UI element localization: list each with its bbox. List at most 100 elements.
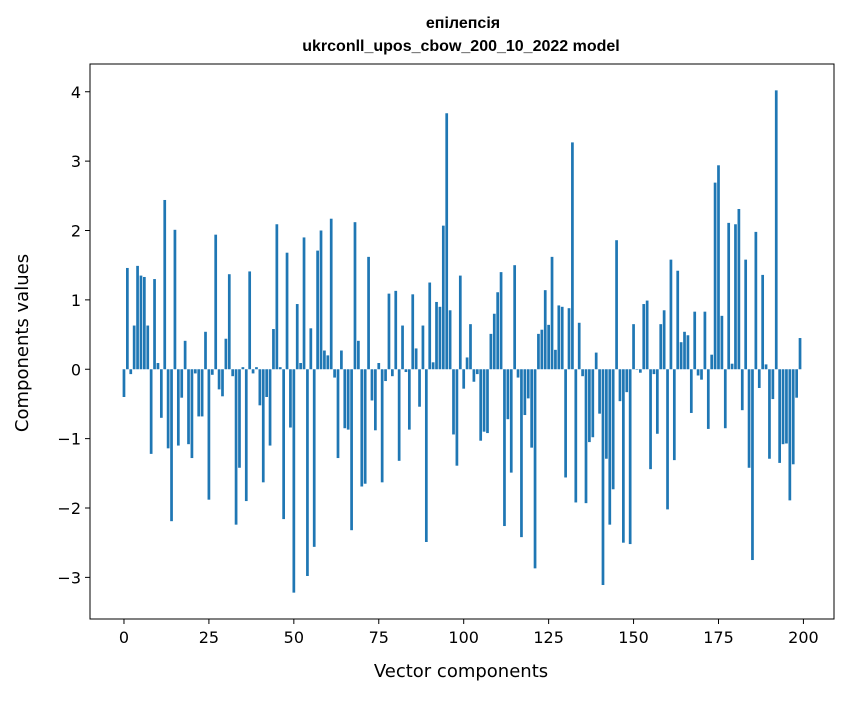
bar-10 xyxy=(156,363,160,370)
bar-199 xyxy=(798,338,802,370)
bar-159 xyxy=(662,310,666,370)
bar-98 xyxy=(455,369,459,466)
bar-42 xyxy=(265,369,269,397)
bar-182 xyxy=(740,369,744,411)
bar-179 xyxy=(730,363,734,370)
bar-41 xyxy=(261,369,265,483)
bar-70 xyxy=(360,369,364,487)
bar-112 xyxy=(503,369,506,527)
bar-84 xyxy=(407,369,411,430)
bar-63 xyxy=(336,369,340,459)
bar-7 xyxy=(146,325,150,370)
bar-134 xyxy=(577,322,581,370)
bar-127 xyxy=(554,349,557,370)
bar-96 xyxy=(448,310,452,370)
bar-4 xyxy=(136,265,139,370)
bar-23 xyxy=(200,369,204,417)
bar-57 xyxy=(316,250,319,370)
bar-138 xyxy=(591,369,595,438)
bar-73 xyxy=(370,369,374,401)
bar-25 xyxy=(207,369,211,500)
bar-44 xyxy=(272,329,275,370)
bar-120 xyxy=(530,369,534,448)
bar-65 xyxy=(343,369,347,429)
bar-58 xyxy=(319,230,323,370)
bar-164 xyxy=(679,342,683,370)
y-tick-label: −3 xyxy=(57,568,81,587)
bar-68 xyxy=(353,222,357,370)
bar-29 xyxy=(221,369,224,397)
bar-174 xyxy=(713,182,717,370)
bar-22 xyxy=(197,369,201,417)
y-tick-label: 3 xyxy=(71,152,81,171)
bar-0 xyxy=(122,369,126,397)
bar-8 xyxy=(149,369,153,454)
bar-145 xyxy=(615,240,618,370)
bar-148 xyxy=(625,369,629,393)
bar-91 xyxy=(431,362,435,370)
bar-40 xyxy=(258,369,262,406)
bar-186 xyxy=(754,231,758,370)
bar-72 xyxy=(367,256,370,370)
bar-12 xyxy=(163,199,167,370)
bar-74 xyxy=(374,369,377,431)
bar-61 xyxy=(329,218,333,370)
bar-77 xyxy=(384,369,387,382)
y-axis-ticks: −3 −2 −1 0 1 2 3 4 xyxy=(57,83,90,587)
bar-110 xyxy=(496,292,500,370)
bar-32 xyxy=(231,369,235,377)
bar-141 xyxy=(601,369,605,586)
bar-series xyxy=(122,90,802,593)
bar-82 xyxy=(401,325,404,370)
bar-93 xyxy=(438,306,442,370)
bar-6 xyxy=(142,276,146,370)
bar-34 xyxy=(238,369,241,468)
x-tick-label: 150 xyxy=(618,628,649,647)
y-tick-label: 4 xyxy=(71,83,81,102)
bar-136 xyxy=(584,369,588,504)
bar-105 xyxy=(479,369,483,441)
x-tick-label: 75 xyxy=(369,628,389,647)
bar-172 xyxy=(706,369,710,429)
bar-45 xyxy=(275,224,279,370)
bar-89 xyxy=(424,369,428,542)
x-tick-label: 100 xyxy=(448,628,479,647)
bar-59 xyxy=(323,350,326,370)
bar-130 xyxy=(564,369,567,478)
bar-137 xyxy=(588,369,591,443)
bar-56 xyxy=(312,369,316,547)
bar-198 xyxy=(795,369,798,398)
bar-194 xyxy=(781,369,785,445)
bar-86 xyxy=(414,348,418,370)
bar-11 xyxy=(159,369,163,418)
bar-192 xyxy=(774,90,778,370)
bar-2 xyxy=(129,369,133,375)
bar-116 xyxy=(516,369,520,378)
bar-15 xyxy=(173,229,177,370)
bar-78 xyxy=(387,293,391,370)
bar-55 xyxy=(309,328,313,370)
bar-154 xyxy=(645,300,649,370)
bar-26 xyxy=(210,369,214,375)
bar-140 xyxy=(598,369,601,414)
bar-183 xyxy=(744,259,748,370)
bar-46 xyxy=(278,367,282,370)
bar-99 xyxy=(458,275,462,370)
bar-18 xyxy=(183,340,187,370)
bar-139 xyxy=(594,352,598,370)
bar-95 xyxy=(445,113,449,370)
bar-5 xyxy=(139,275,143,370)
bar-119 xyxy=(526,369,530,399)
bar-184 xyxy=(747,369,751,468)
bar-133 xyxy=(574,369,578,503)
bar-185 xyxy=(751,369,754,561)
bar-122 xyxy=(537,333,540,370)
bar-101 xyxy=(465,357,469,370)
bar-128 xyxy=(557,305,561,370)
y-tick-label: 2 xyxy=(71,222,81,241)
bar-67 xyxy=(350,369,353,531)
bar-187 xyxy=(757,369,761,388)
bar-121 xyxy=(533,369,537,569)
y-axis-label: Components values xyxy=(12,254,33,432)
